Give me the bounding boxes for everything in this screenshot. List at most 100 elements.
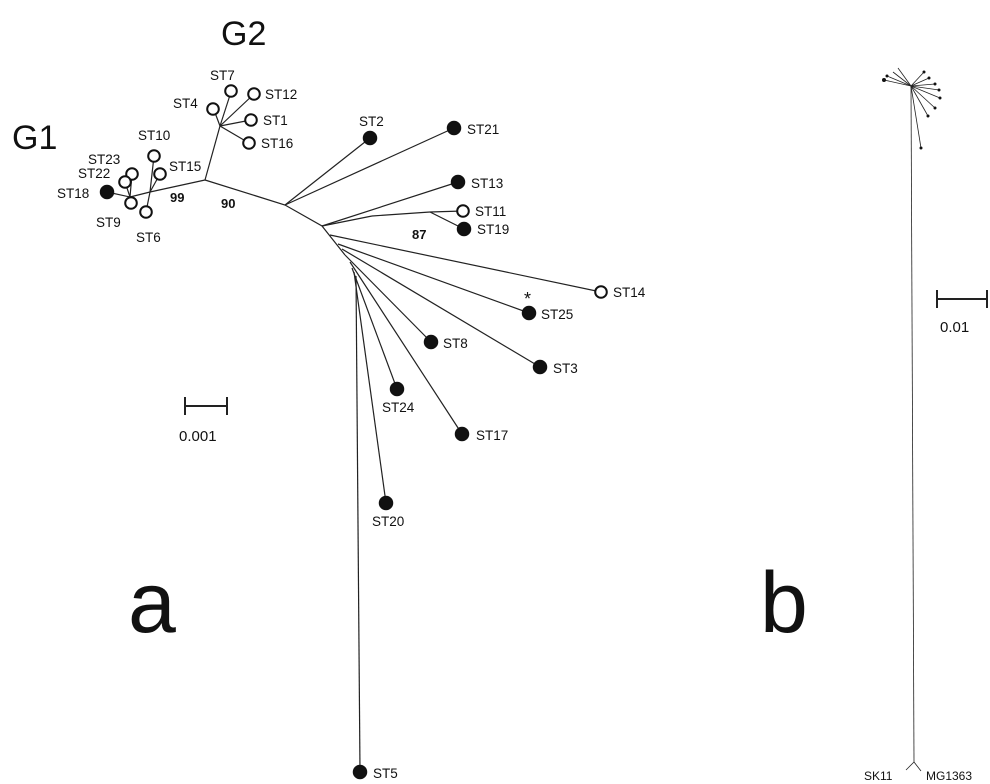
scale-bar-b: 0.01 (936, 290, 988, 336)
panel-b-branch-mg1363 (913, 761, 922, 772)
branch-st17 (349, 261, 463, 435)
branch-g1-inner (129, 191, 151, 198)
branch-st24 (351, 267, 398, 390)
branch-st12 (219, 93, 255, 127)
panel-b-branch-sk11 (905, 761, 915, 771)
tip-marker-st21 (446, 120, 462, 136)
panel-b-tip (933, 106, 937, 110)
tip-label-st6: ST6 (136, 230, 161, 245)
tip-label-st19: ST19 (477, 222, 509, 237)
tip-label-st16: ST16 (261, 136, 293, 151)
panel-a-tip-markers (99, 84, 608, 780)
branch-st11-19-node (371, 211, 431, 217)
tip-label-st13: ST13 (471, 176, 503, 191)
panel-label-b: b (760, 555, 808, 651)
tip-marker-st17 (454, 426, 470, 442)
panel-b-crown-branch (910, 85, 940, 91)
panel-b-crown-branch (910, 71, 925, 87)
tip-label-st10: ST10 (138, 128, 170, 143)
tip-label-st17: ST17 (476, 428, 508, 443)
bootstrap-value-87: 87 (412, 227, 426, 242)
branch-st20 (353, 271, 387, 504)
tip-marker-st16 (242, 136, 256, 150)
tip-label-st25: ST25 (541, 307, 573, 322)
group-label-g2: G2 (221, 15, 266, 53)
tip-label-st7: ST7 (210, 68, 235, 83)
group-label-g1: G1 (12, 119, 57, 157)
scale-bar-a: 0.001 (179, 397, 228, 445)
tip-marker-st12 (247, 87, 261, 101)
panel-b-tip (927, 76, 931, 80)
panel-b-crown-branch (892, 71, 912, 87)
tip-label-st21: ST21 (467, 122, 499, 137)
bootstrap-value-99: 99 (170, 190, 184, 205)
tip-marker-st25 (521, 305, 537, 321)
panel-b-crown-branch (910, 85, 941, 99)
branch-g1-stem (149, 179, 206, 193)
tip-marker-st5 (352, 764, 368, 780)
tip-marker-st20 (378, 495, 394, 511)
panel-b-crown-branch (910, 85, 929, 117)
outgroup-label-mg1363: MG1363 (926, 769, 972, 783)
branch-st2 (284, 137, 371, 206)
panel-b-crown-branch (910, 85, 936, 109)
tip-label-st4: ST4 (173, 96, 198, 111)
panel-b-tip (922, 70, 926, 74)
panel-b-tree (882, 67, 942, 772)
tip-label-st24: ST24 (382, 400, 415, 415)
tip-label-st5: ST5 (373, 766, 398, 781)
tip-marker-st13 (450, 174, 466, 190)
panel-b-tip (938, 96, 942, 100)
tip-marker-st2 (362, 130, 378, 146)
outgroup-label-sk11: SK11 (864, 769, 893, 783)
branch-st7 (219, 91, 232, 127)
scale-bar-a-label: 0.001 (179, 428, 217, 445)
panel-b-tip (885, 74, 889, 78)
tip-label-st14: ST14 (613, 285, 646, 300)
tip-label-st1: ST1 (263, 113, 288, 128)
panel-b-tip (919, 146, 923, 150)
branch-st13 (321, 181, 459, 227)
branch-st25 (337, 243, 530, 314)
tip-label-st11: ST11 (475, 204, 506, 219)
tip-marker-st8 (423, 334, 439, 350)
tip-marker-st14 (594, 285, 608, 299)
branch-st14 (329, 234, 602, 293)
branch-st21 (284, 127, 455, 206)
tip-label-st20: ST20 (372, 514, 404, 529)
panel-label-a: a (128, 555, 176, 651)
tip-label-st8: ST8 (443, 336, 468, 351)
panel-a-tip-labels: ST7 ST12 ST4 ST1 ST16 ST10 ST15 ST23 ST2… (57, 68, 646, 781)
tip-label-st22: ST22 (78, 166, 110, 181)
backbone-branch (204, 179, 346, 256)
tip-marker-st22 (118, 175, 132, 189)
panel-b-tip (937, 88, 941, 92)
tip-marker-st1 (244, 113, 258, 127)
panel-b-main-branch (910, 85, 915, 763)
tip-label-st12: ST12 (265, 87, 297, 102)
panel-b-tip (882, 78, 886, 82)
branch-st11-19-stem (321, 215, 373, 227)
branch-st3 (341, 248, 541, 368)
panel-b-crown-branch (886, 75, 912, 87)
scale-bar-b-label: 0.01 (940, 319, 969, 336)
panel-b-crown-branch (897, 67, 912, 87)
tip-marker-st6 (139, 205, 153, 219)
panel-b-crown-branch (910, 85, 922, 149)
tip-marker-st3 (532, 359, 548, 375)
panel-b-crown-branch (910, 83, 936, 87)
panel-b-crown-branch (883, 79, 912, 87)
tip-marker-st15 (153, 167, 167, 181)
panel-b-tip (926, 114, 930, 118)
bootstrap-value-90: 90 (221, 196, 235, 211)
tip-label-st3: ST3 (553, 361, 578, 376)
tip-marker-st19 (456, 221, 472, 237)
branch-st5 (355, 275, 361, 773)
asterisk-marker: * (524, 289, 531, 309)
tip-label-st2: ST2 (359, 114, 384, 129)
tip-marker-st11 (456, 204, 470, 218)
panel-b-tip (933, 82, 937, 86)
tip-marker-st10 (147, 149, 161, 163)
tip-marker-st9 (124, 196, 138, 210)
